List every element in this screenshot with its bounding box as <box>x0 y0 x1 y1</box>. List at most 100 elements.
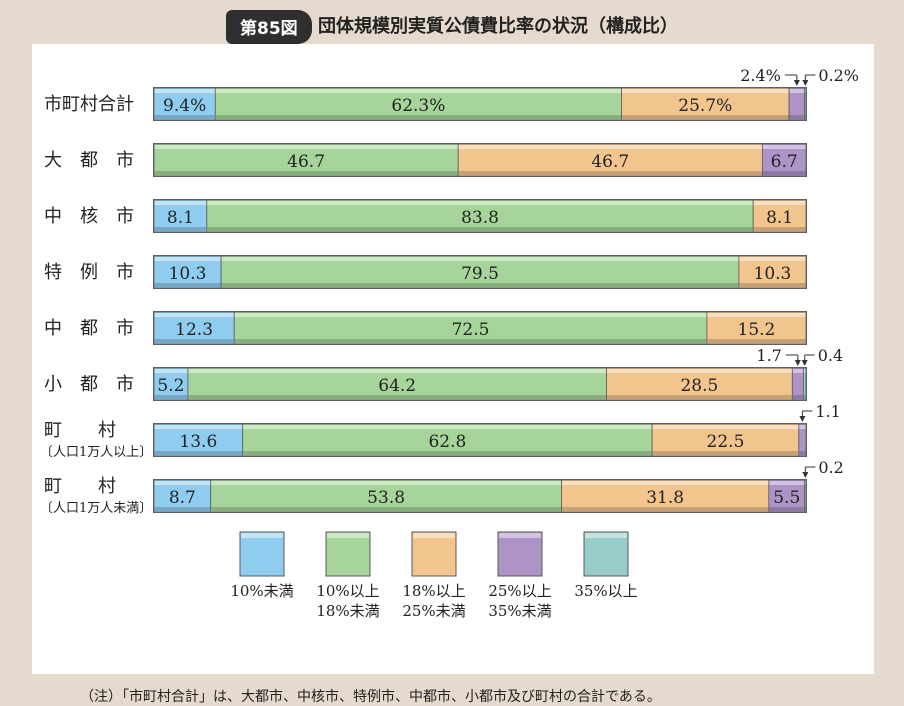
bar-segment-highlight <box>155 257 221 261</box>
callout-arrow <box>802 472 808 478</box>
data-label: 10.3 <box>169 264 207 284</box>
legend-label: 25%未満 <box>402 602 465 620</box>
callout-label: 0.4 <box>818 346 843 365</box>
bar-segment-highlight <box>739 257 805 261</box>
callout-arrow <box>802 80 808 86</box>
category-label: 特 例 市 <box>44 262 134 283</box>
data-label: 8.1 <box>167 208 194 228</box>
category-label: 市町村合計 <box>44 94 134 115</box>
data-label: 31.8 <box>646 488 684 508</box>
bar-segment-highlight <box>155 369 188 373</box>
bar-segment-highlight <box>707 313 805 317</box>
legend-label: 18%未満 <box>316 602 379 620</box>
figure-title: 団体規模別実質公債費比率の状況（構成比） <box>318 12 678 38</box>
legend-label: 18%以上 <box>402 582 465 600</box>
bar-segment-highlight <box>216 89 621 93</box>
figure-number-badge: 第85図 <box>226 10 312 44</box>
bar-segment-highlight <box>622 89 789 93</box>
category-label: 中 核 市 <box>44 206 134 227</box>
data-label: 53.8 <box>367 488 405 508</box>
category-label: 町 村 <box>44 420 116 441</box>
bar-segment-highlight <box>793 369 803 373</box>
chart-panel: 市町村合計 9.4% 62.3% 25.7% 大 都 市 46.7 46.7 6.7 中 核 市… <box>32 44 874 674</box>
bar-segment-shadow <box>804 395 806 399</box>
legend-swatch <box>326 532 370 576</box>
data-label: 13.6 <box>179 432 217 452</box>
bar-segment-shadow <box>790 115 805 119</box>
bar-segment-highlight <box>459 145 762 149</box>
data-label: 12.3 <box>175 320 213 340</box>
bar-segment-highlight <box>211 481 561 485</box>
data-label: 5.2 <box>157 376 184 396</box>
callout-label: 0.2 <box>818 458 843 477</box>
data-label: 8.1 <box>766 208 793 228</box>
category-label: 中 都 市 <box>44 318 134 339</box>
bar-segment-highlight <box>155 89 215 93</box>
bar-segment-highlight <box>769 481 804 485</box>
bar-segment-highlight <box>155 201 207 205</box>
callout-label: 2.4% <box>740 66 781 85</box>
bar-segment-highlight <box>562 481 768 485</box>
callout-arrow <box>802 360 808 366</box>
legend-swatch <box>584 532 628 576</box>
bar-segment-shadow <box>793 395 803 399</box>
bar-segment-highlight <box>222 257 739 261</box>
data-label: 15.2 <box>738 320 776 340</box>
legend-label: 25%以上 <box>488 582 551 600</box>
data-label: 46.7 <box>287 152 325 172</box>
bar-segment-highlight <box>243 425 651 429</box>
callout-arrow <box>794 80 800 86</box>
data-label: 10.3 <box>754 264 792 284</box>
bar-segment-highlight <box>804 369 806 373</box>
legend-swatch <box>240 532 284 576</box>
bar-segment-highlight <box>790 89 805 93</box>
callout-label: 0.2% <box>818 66 859 85</box>
footnote: （注）「市町村合計」は、大都市、中核市、特例市、中都市、小都市及び町村の合計であ… <box>80 686 661 706</box>
bar-segment-highlight <box>799 425 805 429</box>
data-label: 79.5 <box>461 264 499 284</box>
category-sublabel: 〔人口1万人以上〕 <box>40 445 152 460</box>
legend-swatch-highlight <box>413 533 455 538</box>
legend-swatch-highlight <box>499 533 541 538</box>
legend-swatch <box>412 532 456 576</box>
data-label: 9.4% <box>163 96 206 116</box>
data-label: 25.7% <box>678 96 732 116</box>
data-label: 46.7 <box>591 152 629 172</box>
callout-arrow <box>795 360 801 366</box>
data-label: 72.5 <box>452 320 490 340</box>
legend-label: 35%以上 <box>574 582 637 600</box>
bar-segment-highlight <box>653 425 799 429</box>
legend-swatch-highlight <box>327 533 369 538</box>
callout-label: 1.1 <box>815 402 840 421</box>
legend-swatch <box>498 532 542 576</box>
bar-segment-highlight <box>207 201 752 205</box>
category-label: 小 都 市 <box>44 374 134 395</box>
callout-label: 1.7 <box>756 346 781 365</box>
data-label: 6.7 <box>771 152 798 172</box>
bar-segment-highlight <box>754 201 806 205</box>
data-label: 8.7 <box>169 488 196 508</box>
legend-label: 10%以上 <box>316 582 379 600</box>
bar-segment-highlight <box>155 425 243 429</box>
category-label: 大 都 市 <box>44 150 134 171</box>
bar-segment-shadow <box>799 451 805 455</box>
bar-segment-highlight <box>607 369 792 373</box>
bar-segment-highlight <box>188 369 606 373</box>
data-label: 28.5 <box>680 376 718 396</box>
data-label: 83.8 <box>461 208 499 228</box>
legend-swatch-highlight <box>585 533 627 538</box>
legend-swatch-highlight <box>241 533 283 538</box>
bar-segment-highlight <box>763 145 806 149</box>
data-label: 62.3% <box>391 96 445 116</box>
category-label: 町 村 <box>44 476 116 497</box>
stacked-bar-chart: 市町村合計 9.4% 62.3% 25.7% 大 都 市 46.7 46.7 6.7 中 核 市… <box>32 44 874 644</box>
legend-label: 35%未満 <box>488 602 551 620</box>
data-label: 64.2 <box>378 376 416 396</box>
bar-segment-highlight <box>235 313 707 317</box>
bar-segment-highlight <box>155 313 234 317</box>
data-label: 22.5 <box>707 432 745 452</box>
callout-arrow <box>799 416 805 422</box>
data-label: 62.8 <box>428 432 466 452</box>
figure-header: 第85図 団体規模別実質公債費比率の状況（構成比） <box>0 8 904 44</box>
